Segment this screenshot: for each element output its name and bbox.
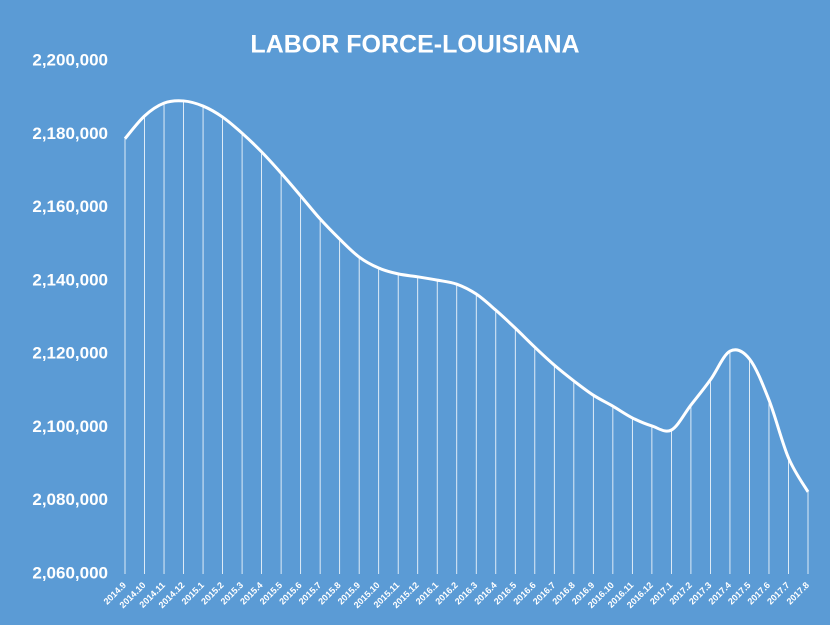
y-tick-label: 2,160,000 xyxy=(32,197,108,216)
line xyxy=(123,99,810,493)
y-tick-label: 2,080,000 xyxy=(32,490,108,509)
y-tick-label: 2,200,000 xyxy=(32,50,108,69)
chart-title: LABOR FORCE-LOUISIANA xyxy=(250,31,579,59)
y-tick-label: 2,060,000 xyxy=(32,563,108,582)
y-tick-label: 2,120,000 xyxy=(32,344,108,363)
y-tick-label: 2,180,000 xyxy=(32,124,108,143)
y-tick-label: 2,100,000 xyxy=(32,417,108,436)
y-tick-label: 2,140,000 xyxy=(32,270,108,289)
